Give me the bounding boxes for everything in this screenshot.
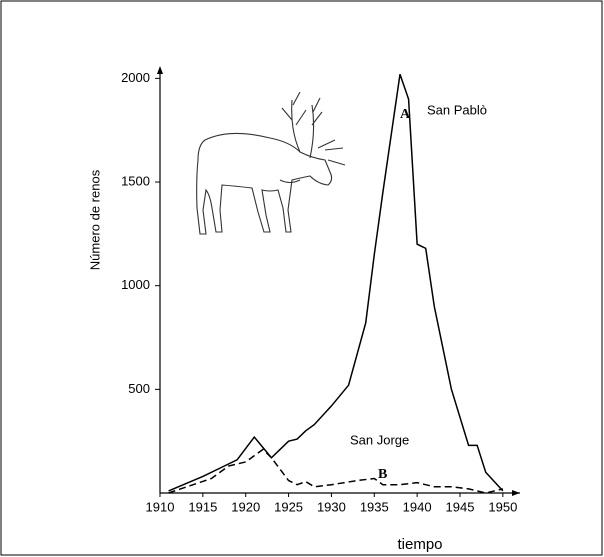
y-axis-arrow xyxy=(157,66,163,74)
annotation: San Pablò xyxy=(427,102,487,117)
data-line xyxy=(168,73,504,492)
x-tick-label: 1910 xyxy=(146,499,175,514)
annotation: B xyxy=(378,467,387,482)
x-axis-label: tiempo xyxy=(397,536,442,553)
x-tick-label: 1930 xyxy=(317,499,346,514)
x-tick-label: 1950 xyxy=(488,499,517,514)
y-axis-label: Número de renos xyxy=(87,169,102,270)
y-tick-label: 500 xyxy=(128,381,150,396)
x-tick-label: 1925 xyxy=(274,499,303,514)
annotation: San Jorge xyxy=(350,432,409,447)
data-line xyxy=(168,448,504,494)
y-tick-label: 1500 xyxy=(121,173,150,188)
x-tick-label: 1935 xyxy=(360,499,389,514)
x-tick-label: 1945 xyxy=(446,499,475,514)
y-tick-label: 2000 xyxy=(121,70,150,85)
x-tick-label: 1920 xyxy=(231,499,260,514)
annotation: A xyxy=(400,107,411,122)
x-tick-label: 1940 xyxy=(403,499,432,514)
reindeer-illustration xyxy=(196,91,346,235)
y-tick-label: 1000 xyxy=(121,277,150,292)
x-axis-arrow xyxy=(512,490,520,496)
x-tick-label: 1915 xyxy=(188,499,217,514)
